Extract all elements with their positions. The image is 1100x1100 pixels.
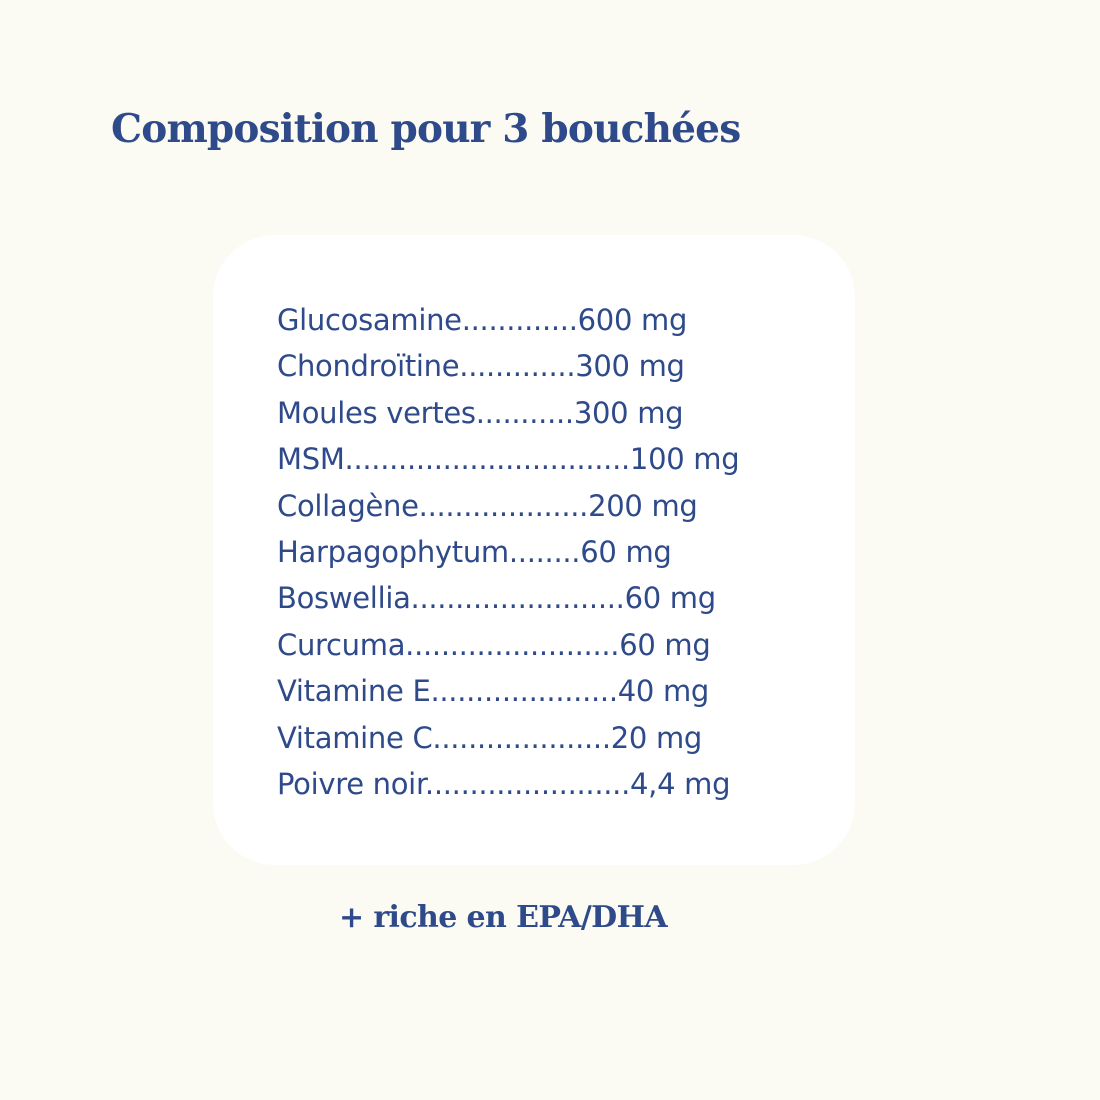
ingredient-row: Curcuma........................60 mg [277,627,711,662]
page-title: Composition pour 3 bouchées [111,106,741,152]
ingredient-row: Moules vertes...........300 mg [277,395,684,430]
ingredient-list: Glucosamine.............600 mg Chondroït… [277,297,740,807]
footer-note: + riche en EPA/DHA [338,900,668,935]
ingredient-row: Poivre noir.......................4,4 mg [277,767,731,802]
ingredient-row: Glucosamine.............600 mg [277,303,688,337]
ingredient-row: Collagène...................200 mg [277,488,698,523]
ingredient-row: MSM................................100 m… [277,442,740,477]
ingredient-row: Vitamine C....................20 mg [277,720,703,755]
ingredient-row: Boswellia........................60 mg [277,581,716,616]
ingredient-row: Harpagophytum........60 mg [277,535,672,570]
ingredient-row: Vitamine E.....................40 mg [277,674,710,709]
ingredient-row: Chondroïtine.............300 mg [277,349,685,384]
composition-card: Glucosamine.............600 mg Chondroït… [213,235,855,865]
